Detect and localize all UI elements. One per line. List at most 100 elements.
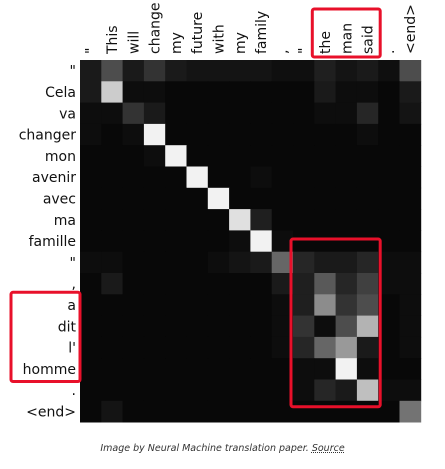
- heatmap-cell: [165, 315, 187, 338]
- heatmap-cell: [335, 273, 358, 295]
- heatmap-cell: [335, 400, 358, 423]
- heatmap-cell: [186, 336, 209, 359]
- heatmap-cell: [335, 230, 358, 253]
- heatmap-cell: [399, 60, 422, 82]
- heatmap-cell: [293, 358, 315, 380]
- heatmap-cell: [250, 379, 273, 402]
- heatmap-cell: [207, 123, 230, 146]
- heatmap-cell: [101, 102, 123, 125]
- caption-text: Image by Neural Machine translation pape…: [100, 443, 309, 454]
- heatmap-cell: [356, 166, 379, 189]
- heatmap-cell: [335, 166, 358, 189]
- heatmap-cell: [399, 145, 422, 167]
- heatmap-cell: [293, 230, 315, 253]
- y-tick-label: ": [70, 255, 76, 271]
- heatmap-cell: [229, 187, 251, 210]
- x-axis-tick-labels: " This will change my future with my family, " the…: [84, 2, 419, 55]
- heatmap-cell: [271, 230, 294, 253]
- heatmap-cell: [143, 336, 166, 359]
- heatmap-cell: [143, 379, 166, 402]
- heatmap-cell: [122, 166, 145, 189]
- heatmap-cell: [399, 400, 422, 423]
- heatmap-cell: [399, 187, 422, 210]
- heatmap-cell: [378, 145, 400, 167]
- heatmap-cell: [314, 145, 336, 167]
- heatmap-cell: [186, 209, 209, 231]
- heatmap-cell: [335, 209, 358, 231]
- x-tick-label: ,: [275, 50, 291, 54]
- heatmap-cell: [378, 187, 400, 210]
- heatmap-cell: [186, 145, 209, 167]
- heatmap-cell: [229, 123, 251, 146]
- heatmap-cell: [399, 251, 422, 274]
- heatmap-cell: [271, 294, 294, 316]
- heatmap-cell: [186, 123, 209, 146]
- heatmap-cell: [143, 251, 166, 274]
- heatmap-cell: [356, 145, 379, 167]
- heatmap-cell: [378, 336, 400, 359]
- heatmap-cell: [293, 379, 315, 402]
- heatmap-cell: [80, 251, 102, 274]
- heatmap-cell: [250, 400, 273, 423]
- heatmap-cell: [186, 294, 209, 316]
- heatmap-cell: [335, 294, 358, 316]
- heatmap-cell: [378, 209, 400, 231]
- heatmap-cell: [378, 273, 400, 295]
- highlight-box-top-tokens: [310, 7, 382, 59]
- heatmap-cell: [101, 315, 123, 338]
- heatmap-cell: [399, 166, 422, 189]
- heatmap-cell: [356, 379, 379, 402]
- heatmap-cell: [207, 187, 230, 210]
- x-tick-label: This: [105, 25, 121, 55]
- heatmap-cell: [314, 273, 336, 295]
- heatmap-cell: [293, 273, 315, 295]
- heatmap-cell: [378, 251, 400, 274]
- heatmap-cell: [250, 273, 273, 295]
- heatmap-cell: [186, 273, 209, 295]
- heatmap-cell: [356, 123, 379, 146]
- heatmap-cell: [293, 294, 315, 316]
- heatmap-cell: [80, 379, 102, 402]
- heatmap-cell: [250, 81, 273, 103]
- heatmap-cell: [207, 400, 230, 423]
- heatmap-cell: [378, 315, 400, 338]
- heatmap-cell: [186, 187, 209, 210]
- heatmap-cell: [207, 145, 230, 167]
- heatmap-cell: [165, 230, 187, 253]
- heatmap-cell: [101, 251, 123, 274]
- heatmap-cell: [143, 358, 166, 380]
- heatmap-cell: [122, 294, 145, 316]
- heatmap-cell: [399, 102, 422, 125]
- heatmap-cell: [250, 294, 273, 316]
- heatmap-cell: [122, 400, 145, 423]
- heatmap-cell: [80, 102, 102, 125]
- heatmap-cell: [143, 123, 166, 146]
- heatmap-cell: [122, 145, 145, 167]
- y-tick-label: avec: [43, 191, 76, 207]
- heatmap-cell: [399, 81, 422, 103]
- heatmap-cell: [314, 230, 336, 253]
- heatmap-cell: [314, 379, 336, 402]
- heatmap-cell: [378, 60, 400, 82]
- heatmap-cell: [293, 145, 315, 167]
- heatmap-cell: [314, 209, 336, 231]
- caption-source-link[interactable]: Source: [311, 443, 345, 454]
- heatmap-cell: [335, 336, 358, 359]
- heatmap-cell: [143, 187, 166, 210]
- heatmap-cell: [378, 358, 400, 380]
- heatmap-cell: [229, 166, 251, 189]
- heatmap-cell: [229, 379, 251, 402]
- heatmap-cell: [207, 209, 230, 231]
- heatmap-cell: [229, 145, 251, 167]
- heatmap-cell: [229, 273, 251, 295]
- heatmap-cell: [293, 166, 315, 189]
- heatmap-cell: [186, 81, 209, 103]
- heatmap-cell: [122, 358, 145, 380]
- x-tick-label: my: [233, 32, 249, 54]
- heatmap-cell: [186, 102, 209, 125]
- heatmap-cell: [356, 315, 379, 338]
- heatmap-cell: [101, 336, 123, 359]
- heatmap-cell: [122, 273, 145, 295]
- heatmap-cell: [356, 358, 379, 380]
- y-tick-label: famille: [29, 234, 76, 250]
